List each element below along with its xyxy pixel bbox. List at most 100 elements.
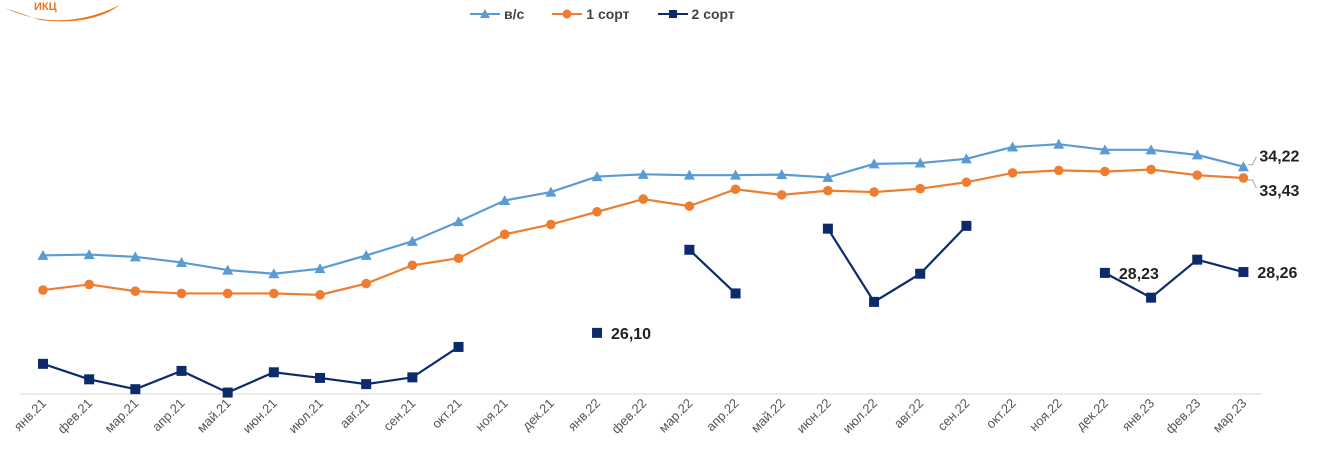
data-point xyxy=(130,384,141,395)
data-point xyxy=(637,168,649,179)
series-2 xyxy=(38,220,1249,398)
series-line xyxy=(42,143,1244,275)
legend-item-1sort: 1 сорт xyxy=(552,6,630,22)
data-point xyxy=(1192,170,1203,180)
data-point xyxy=(453,341,464,352)
data-point xyxy=(1237,161,1249,172)
series-line xyxy=(688,248,737,295)
data-point xyxy=(1192,254,1203,265)
x-tick-label: ноя.22 xyxy=(1026,396,1065,435)
series-0 xyxy=(37,138,1249,279)
data-point xyxy=(268,268,280,279)
data-point xyxy=(638,194,649,204)
data-point xyxy=(1146,292,1157,303)
data-point xyxy=(684,244,695,255)
data-point xyxy=(407,260,418,271)
data-point xyxy=(1238,267,1249,278)
series-1 xyxy=(38,164,1249,300)
x-tick-label: май.21 xyxy=(194,396,234,436)
data-point xyxy=(914,157,926,168)
x-tick-label: дек.22 xyxy=(1073,396,1111,434)
data-point xyxy=(822,171,834,182)
x-tick-label: апр.22 xyxy=(703,396,742,435)
logo-icon: ИКЦ xyxy=(5,1,120,22)
series-line xyxy=(826,225,968,304)
data-point xyxy=(822,223,833,234)
x-tick-label: фев.23 xyxy=(1162,396,1203,437)
data-point xyxy=(222,288,233,299)
chart-legend: в/с 1 сорт 2 сорт xyxy=(470,6,735,22)
data-point xyxy=(38,285,48,295)
data-point xyxy=(1145,144,1157,155)
x-tick-label: ноя.21 xyxy=(472,396,511,435)
data-point xyxy=(1007,168,1018,178)
data-point xyxy=(592,206,602,217)
data-point xyxy=(1099,267,1110,278)
data-point xyxy=(869,187,879,197)
x-tick-label: фев.21 xyxy=(54,396,95,437)
data-point xyxy=(1053,165,1064,176)
x-tick-label: мар.23 xyxy=(1210,396,1250,436)
data-point xyxy=(84,374,95,385)
data-label-leader xyxy=(1247,179,1257,189)
data-point xyxy=(961,177,972,188)
x-tick-label: июл.21 xyxy=(286,396,327,437)
data-label: 28,23 xyxy=(1119,266,1159,283)
x-tick-label: авг.21 xyxy=(337,396,373,432)
series-line xyxy=(42,168,1244,296)
data-point xyxy=(84,279,94,290)
data-point xyxy=(176,365,187,376)
data-point xyxy=(960,153,972,164)
x-tick-label: дек.21 xyxy=(519,396,557,434)
data-point xyxy=(83,249,95,260)
data-point xyxy=(1191,149,1203,160)
data-label: 26,10 xyxy=(611,326,651,343)
data-point xyxy=(545,186,557,197)
data-point xyxy=(869,296,880,307)
legend-label-2sort: 2 сорт xyxy=(691,6,735,22)
data-point xyxy=(776,190,787,200)
x-tick-label: сен.22 xyxy=(934,396,972,434)
data-point xyxy=(222,387,233,398)
data-point xyxy=(591,171,603,182)
data-point xyxy=(360,249,372,260)
data-point xyxy=(222,264,234,275)
legend-item-2sort: 2 сорт xyxy=(657,6,735,22)
data-point xyxy=(406,235,418,246)
legend-1sort-marker-icon xyxy=(552,9,583,19)
x-tick-label: мар.22 xyxy=(656,396,696,436)
data-point xyxy=(823,185,833,196)
legend-2sort-marker-icon xyxy=(657,10,688,18)
data-label: 33,43 xyxy=(1259,183,1299,200)
data-point xyxy=(546,219,556,230)
x-tick-label: янв.21 xyxy=(11,396,49,434)
data-label-leader xyxy=(1247,156,1257,166)
x-tick-label: окт.22 xyxy=(983,396,1019,432)
data-point xyxy=(1099,144,1111,155)
data-point xyxy=(915,183,926,194)
data-point xyxy=(38,358,48,369)
data-point xyxy=(361,278,371,289)
data-point xyxy=(1007,141,1019,152)
data-point xyxy=(453,253,464,264)
series-line xyxy=(42,346,460,394)
x-tick-label: янв.23 xyxy=(1119,396,1157,434)
data-point xyxy=(1146,164,1156,175)
legend-label-vs: в/с xyxy=(504,6,525,22)
data-point xyxy=(453,216,465,227)
data-point xyxy=(268,367,279,378)
data-point xyxy=(684,201,695,211)
data-point xyxy=(730,288,741,299)
data-point xyxy=(592,327,603,338)
legend-label-1sort: 1 сорт xyxy=(586,6,630,22)
data-point xyxy=(315,372,326,383)
data-point xyxy=(776,169,788,180)
data-point xyxy=(314,263,326,274)
data-point xyxy=(176,288,187,299)
data-point xyxy=(730,169,742,180)
data-point xyxy=(1100,166,1110,177)
data-point xyxy=(683,169,695,180)
x-tick-label: июн.22 xyxy=(794,396,834,436)
data-point xyxy=(361,379,372,390)
